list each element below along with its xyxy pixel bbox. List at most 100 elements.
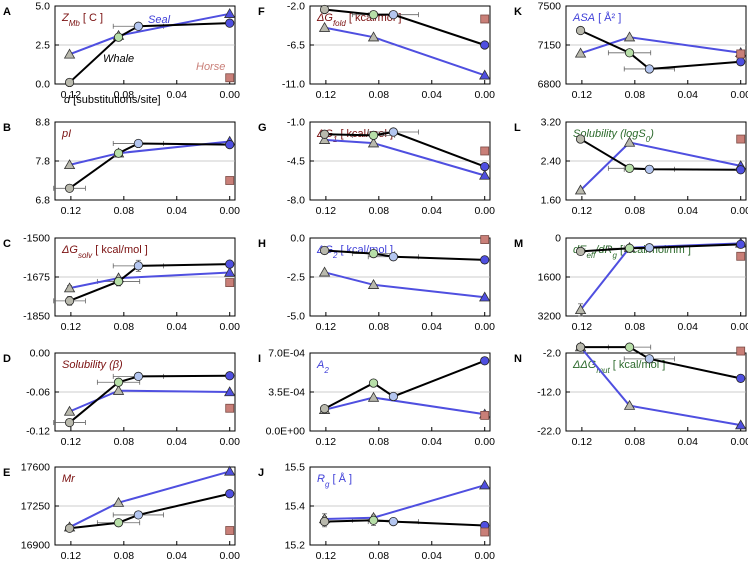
panel-title: ASA [ Å² ]: [572, 11, 621, 24]
panel-g: -8.0-4.5-1.00.120.080.040.00GΔG1 [ kcal/…: [258, 117, 495, 218]
seal-point: [224, 7, 236, 18]
horse-point: [736, 134, 746, 144]
x-tick-label: 0.08: [369, 550, 390, 562]
whale-point: [368, 130, 379, 140]
whale-series-line: [69, 263, 230, 302]
panel-i: 7.0E-04 3.5E-04 0.0E+00 0.12 0.08 0.04 0.00 I A2: [258, 348, 495, 449]
x-tick-label: 0.04: [422, 205, 443, 217]
y-tick-label: -6.5: [287, 40, 305, 52]
x-tick-label: 0.00: [219, 89, 240, 101]
whale-point: [644, 64, 654, 74]
whale-series-line: [580, 243, 741, 253]
whale-point: [319, 129, 330, 139]
whale-point: [575, 25, 586, 36]
horse-point: [480, 410, 490, 420]
whale-series-line: [580, 138, 741, 171]
seal-point: [318, 266, 331, 277]
seal-point: [367, 31, 380, 42]
x-tick-label: 0.12: [316, 321, 337, 333]
seal-point: [479, 69, 491, 80]
y-tick-label: -2.0: [543, 348, 561, 360]
y-tick-label: -1675: [23, 272, 50, 284]
panel-title: ZMb [ C ]: [61, 12, 103, 28]
whale-point: [64, 417, 75, 428]
y-tick-label: -0.12: [26, 426, 50, 438]
whale-point: [113, 276, 124, 287]
panel-a: 5.0 2.5 0.0 0.12 0.08 0.04 0.00 A ZMb [ C ]: [3, 1, 240, 102]
panel-j: 15.5 15.4 15.2 0.12 0.08 0.04 0.00 J Rg [ Å ]: [258, 462, 495, 563]
annotation-seal: Seal: [148, 14, 171, 26]
whale-point: [64, 296, 75, 306]
whale-point: [644, 354, 654, 364]
x-tick-label: 0.08: [114, 436, 135, 448]
panel-letter: K: [514, 6, 522, 18]
horse-point: [480, 14, 490, 24]
x-axis-label-a: d [substitutions/site]: [64, 94, 161, 106]
y-tick-label: -8.0: [287, 195, 305, 207]
horse-point: [736, 251, 746, 261]
seal-point: [63, 282, 76, 293]
seal-point: [574, 184, 587, 195]
seal-series-line: [69, 271, 230, 290]
seal-point: [623, 136, 636, 147]
whale-point: [736, 57, 746, 67]
x-tick-label: 0.12: [61, 436, 82, 448]
x-tick-label: 0.00: [219, 321, 240, 333]
whale-point: [644, 243, 654, 253]
panel-title: pI: [61, 128, 71, 140]
panel-title: Solubility (logS0): [573, 128, 654, 144]
panel-d: 0.00 -0.06 -0.12 0.12 0.08 0.04 0.00 D Solubilit…: [3, 348, 240, 449]
y-tick-label: -2.0: [287, 1, 305, 13]
seal-point: [318, 21, 331, 32]
y-tick-label: 15.2: [285, 540, 306, 552]
whale-point: [388, 10, 398, 20]
annotations-layer: Seal Whale Horse d [substitutions/site]: [64, 14, 225, 106]
y-tick-label: 3.20: [541, 117, 562, 129]
y-tick-label: 3200: [538, 311, 562, 323]
horse-point: [736, 346, 746, 356]
panel-letter: B: [3, 122, 11, 134]
y-tick-label: 6800: [538, 79, 562, 91]
x-tick-label: 0.12: [61, 550, 82, 562]
y-tick-label: 7.0E-04: [268, 348, 305, 360]
x-tick-label: 0.00: [219, 205, 240, 217]
horse-point: [480, 527, 490, 537]
seal-point: [735, 419, 747, 430]
y-tick-label: 8.8: [35, 117, 50, 129]
y-tick-label: 0.0: [35, 79, 50, 91]
seal-point: [63, 159, 76, 170]
whale-point: [644, 164, 654, 174]
y-tick-label: -22.0: [537, 426, 561, 438]
x-tick-label: 0.00: [730, 205, 748, 217]
seal-point: [224, 386, 236, 397]
x-tick-label: 0.12: [316, 436, 337, 448]
x-tick-label: 0.12: [572, 436, 593, 448]
x-axis-label-rest: [substitutions/site]: [70, 94, 161, 106]
y-tick-label: 17600: [21, 462, 50, 474]
x-axis-label-var: d: [64, 94, 71, 106]
x-tick-label: 0.12: [61, 321, 82, 333]
x-tick-label: 0.04: [422, 436, 443, 448]
x-tick-label: 0.04: [422, 89, 443, 101]
whale-point: [368, 515, 379, 525]
panel-letter: D: [3, 353, 11, 365]
x-tick-label: 0.04: [167, 321, 188, 333]
whale-point: [133, 510, 143, 520]
whale-point: [133, 371, 143, 381]
seal-point: [367, 137, 380, 148]
panel-letter: F: [258, 6, 265, 18]
panel-title: ΔGsolv [ kcal/mol ]: [61, 244, 148, 260]
panel-title: Mr: [62, 473, 76, 485]
whale-series-line: [68, 22, 230, 84]
whale-point: [225, 140, 235, 150]
panels-layer: 5.02.50.00.12 0.08 0.04 0.00A ZMb [ C ] 8.8 7.…: [3, 1, 748, 563]
x-tick-label: 0.12: [61, 205, 82, 217]
panel-letter: M: [514, 238, 523, 250]
panel-title: A2: [316, 359, 329, 375]
whale-point: [388, 127, 398, 137]
panel-c: -1500 -1675 -1850 0.12 0.08 0.04 0.00 C ΔGsolv […: [3, 233, 240, 334]
panel-letter: J: [258, 467, 264, 479]
seal-series-line: [324, 26, 486, 77]
x-tick-label: 0.04: [678, 321, 699, 333]
